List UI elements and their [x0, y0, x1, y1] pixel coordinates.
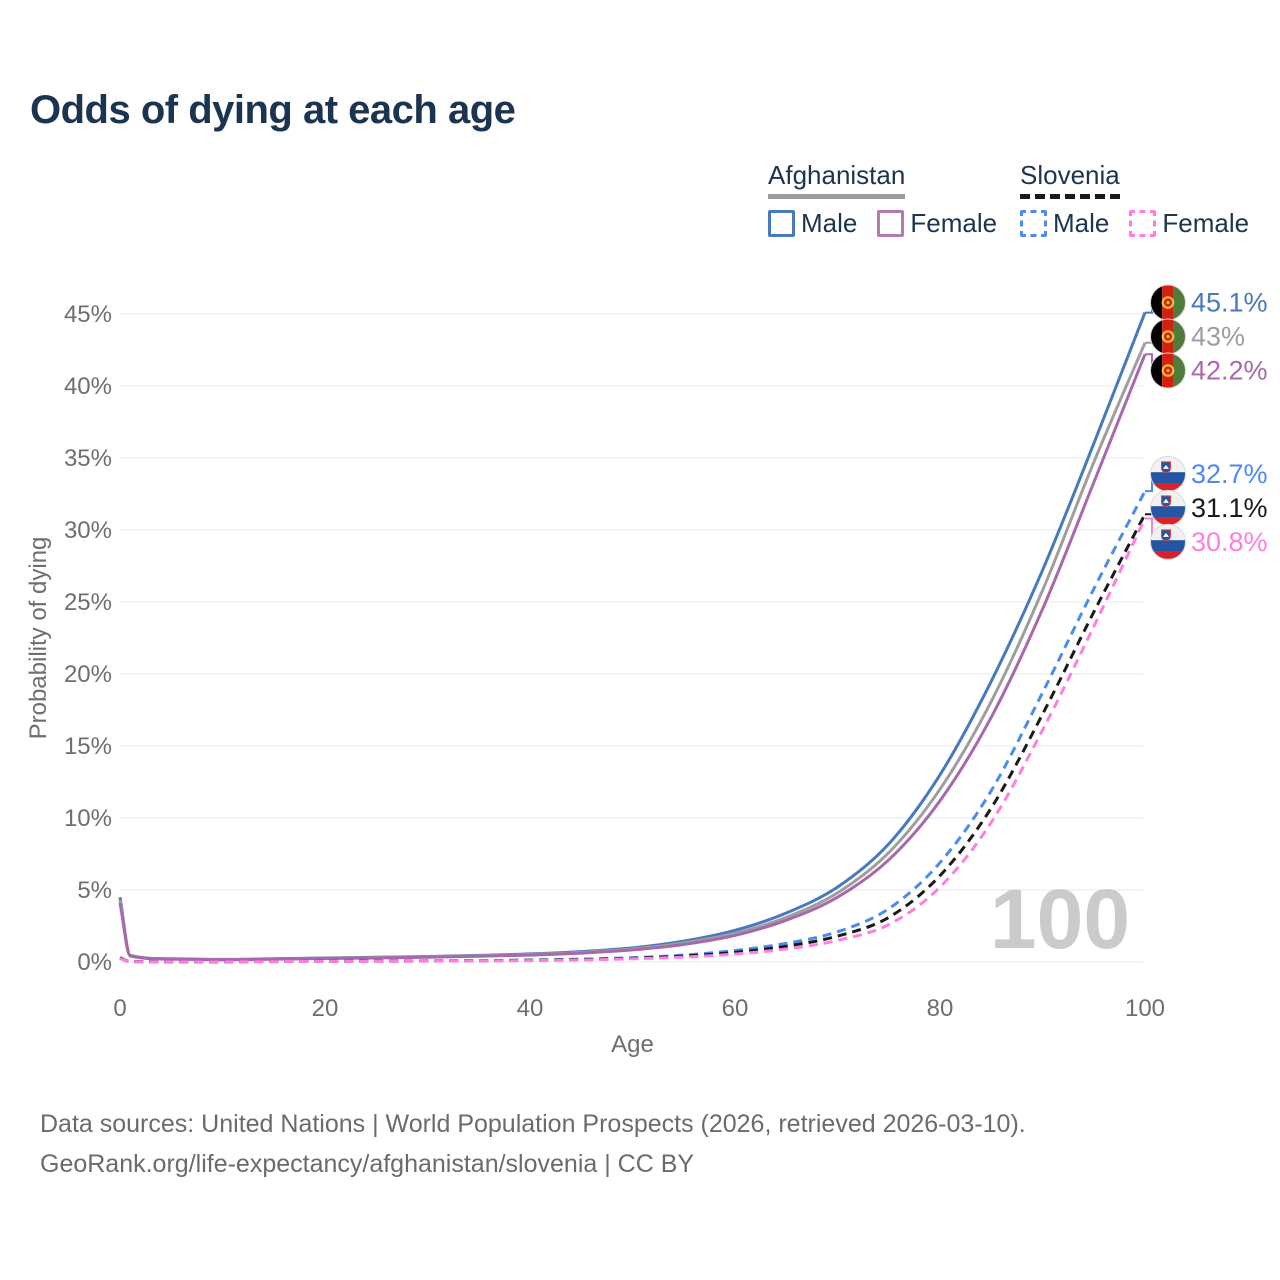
afghanistan-male-swatch-icon — [768, 210, 795, 237]
slovenia-flag-icon — [1150, 455, 1186, 492]
legend-group-afghanistan: Afghanistan Male Female — [768, 160, 997, 239]
slovenia-male-swatch-icon — [1020, 210, 1047, 237]
end-label-afghanistan-male: 45.1% — [1191, 288, 1268, 318]
end-label-slovenia-female: 30.8% — [1191, 527, 1268, 557]
legend-item-afghanistan-male[interactable]: Male — [768, 208, 857, 239]
afghanistan-flag-icon — [1150, 318, 1186, 355]
y-tick-label: 40% — [64, 373, 112, 400]
afghanistan-flag-icon — [1150, 352, 1186, 389]
y-tick-label: 0% — [77, 949, 112, 976]
line-slovenia-female[interactable] — [119, 517, 1147, 964]
x-tick-label: 40 — [517, 995, 544, 1022]
y-axis-title: Probability of dying — [25, 537, 52, 740]
legend-label-slovenia-male: Male — [1053, 208, 1110, 238]
legend-country-slovenia[interactable]: Slovenia — [1020, 160, 1120, 199]
legend-label-afghanistan-female: Female — [910, 208, 998, 238]
end-label-slovenia-male: 32.7% — [1191, 459, 1268, 489]
end-label-afghanistan-all: 43% — [1191, 322, 1245, 352]
x-tick-label: 20 — [312, 995, 339, 1022]
y-tick-label: 45% — [64, 301, 112, 328]
age-watermark: 100 — [990, 872, 1130, 966]
legend-item-afghanistan-female[interactable]: Female — [877, 208, 997, 239]
y-tick-label: 30% — [64, 517, 112, 544]
attribution-text: GeoRank.org/life-expectancy/afghanistan/… — [40, 1150, 695, 1178]
y-tick-label: 10% — [64, 805, 112, 832]
legend-group-slovenia: Slovenia Male Female — [1020, 160, 1249, 239]
slovenia-female-swatch-icon — [1129, 210, 1157, 237]
x-tick-label: 60 — [722, 995, 749, 1022]
line-afghanistan-male[interactable] — [118, 312, 1147, 961]
end-label-afghanistan-female: 42.2% — [1191, 356, 1268, 386]
legend-label-slovenia-female: Female — [1162, 208, 1250, 238]
legend-items-afghanistan: Male Female — [768, 208, 997, 239]
legend-country-afghanistan[interactable]: Afghanistan — [768, 160, 906, 199]
end-label-slovenia-all: 31.1% — [1191, 493, 1268, 523]
line-afghanistan-all[interactable] — [118, 342, 1147, 962]
line-afghanistan-female[interactable] — [118, 353, 1147, 962]
slovenia-flag-icon — [1150, 489, 1186, 526]
afghanistan-female-swatch-icon — [877, 210, 905, 237]
legend-items-slovenia: Male Female — [1020, 208, 1249, 239]
x-axis-title: Age — [611, 1031, 654, 1058]
slovenia-flag-icon — [1150, 523, 1186, 560]
footer: Data sources: United Nations | World Pop… — [40, 1104, 1026, 1184]
legend-item-slovenia-female[interactable]: Female — [1129, 208, 1249, 239]
x-tick-label: 100 — [1125, 995, 1165, 1022]
legend-label-afghanistan-male: Male — [801, 208, 858, 238]
afghanistan-flag-icon — [1150, 284, 1186, 321]
y-tick-label: 5% — [77, 877, 112, 904]
x-tick-label: 80 — [927, 995, 954, 1022]
legend-item-slovenia-male[interactable]: Male — [1020, 208, 1109, 239]
y-tick-label: 20% — [64, 661, 112, 688]
data-sources-text: Data sources: United Nations | World Pop… — [40, 1110, 1026, 1138]
y-tick-label: 15% — [64, 733, 112, 760]
x-tick-label: 0 — [113, 995, 126, 1022]
y-tick-label: 25% — [64, 589, 112, 616]
page-title: Odds of dying at each age — [30, 88, 516, 132]
y-tick-label: 35% — [64, 445, 112, 472]
